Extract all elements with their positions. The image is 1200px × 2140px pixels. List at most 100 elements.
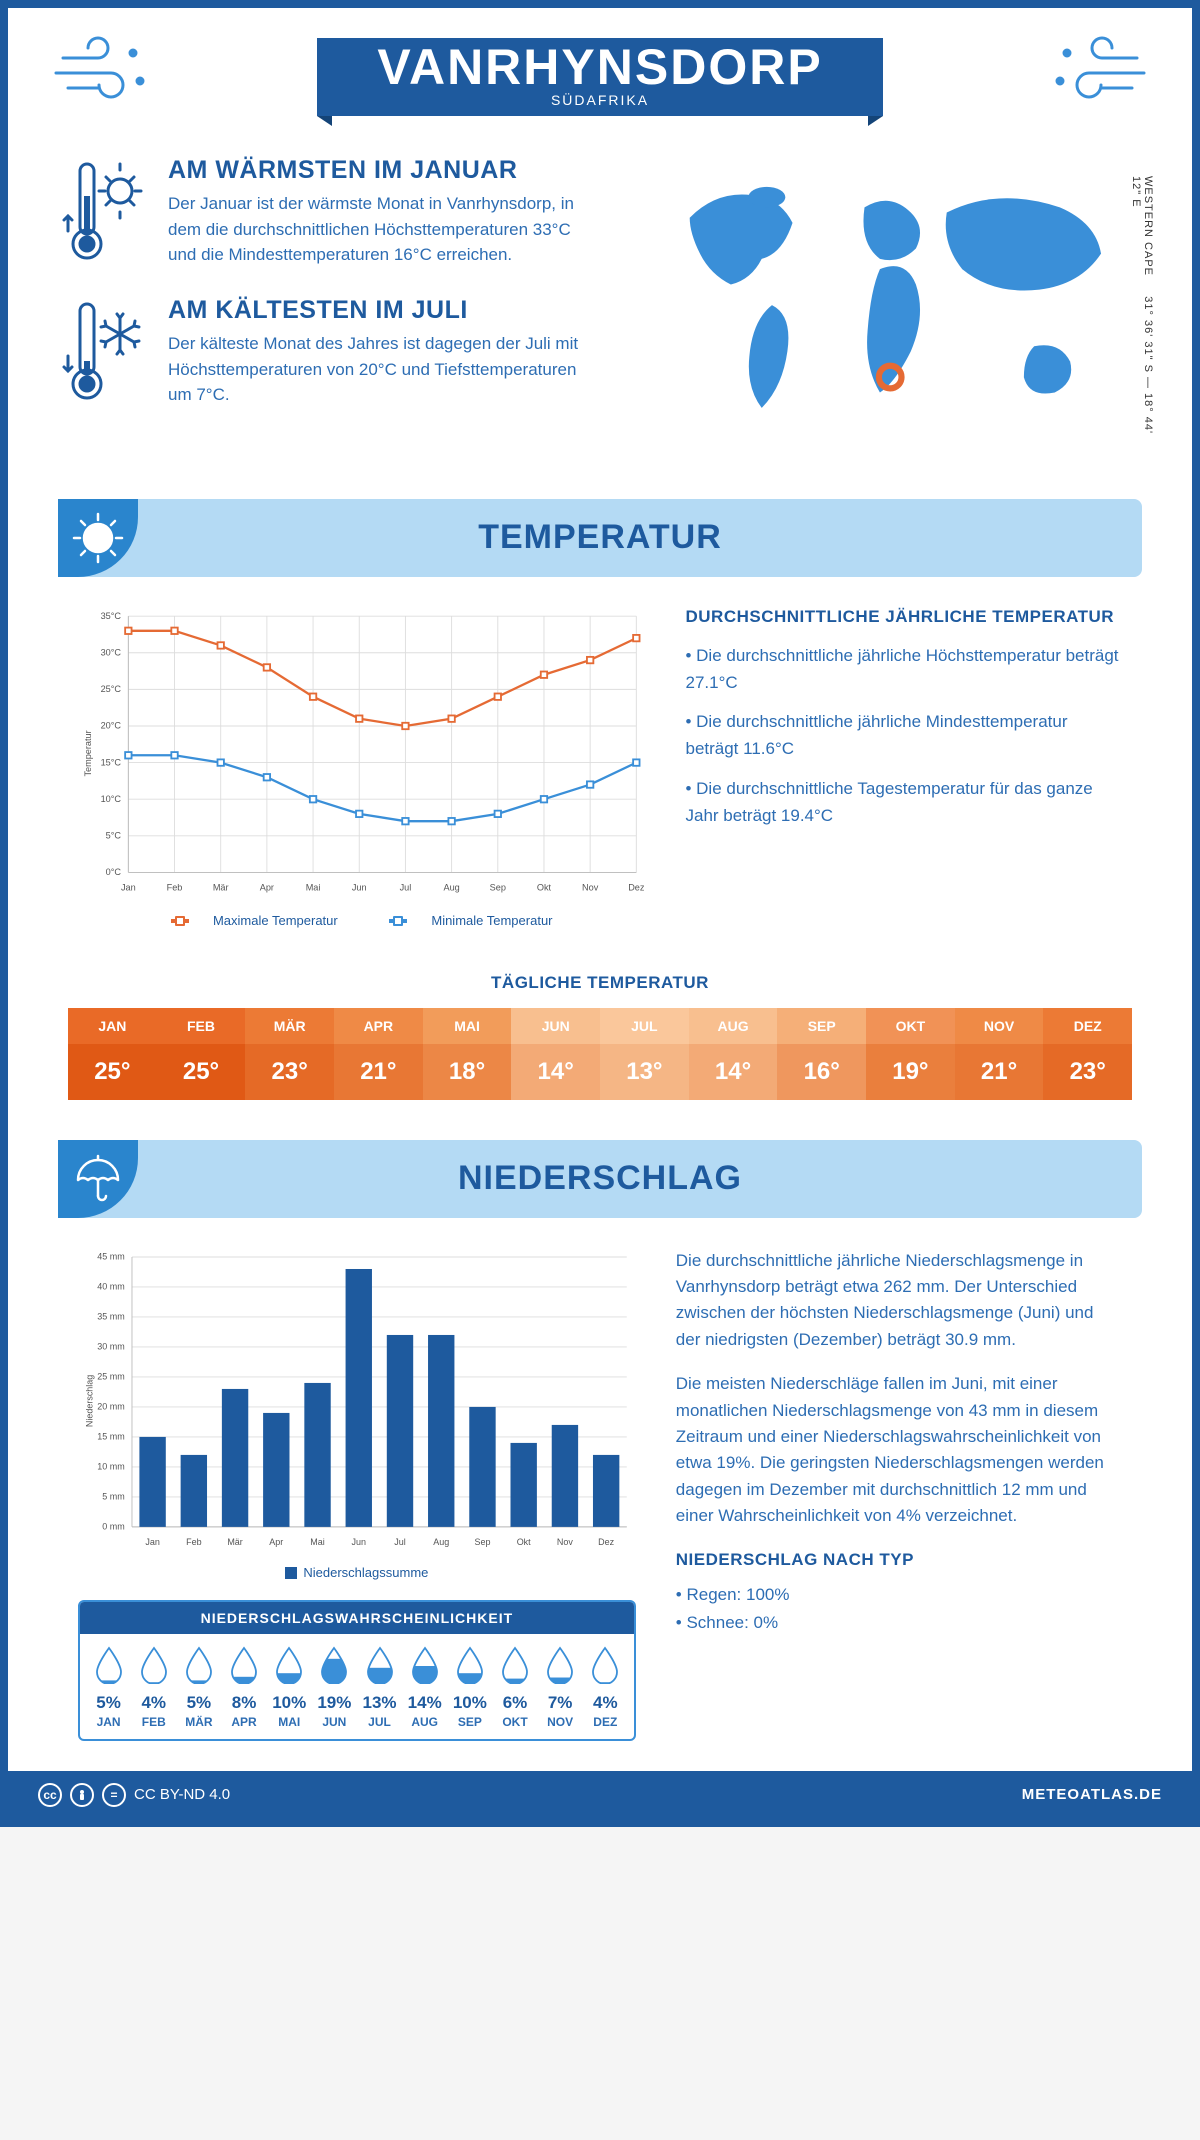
probability-cell: 5%JAN	[86, 1646, 131, 1729]
precip-type-1: • Regen: 100%	[676, 1582, 1122, 1608]
intro-stats: AM WÄRMSTEN IM JANUAR Der Januar ist der…	[58, 156, 598, 449]
nd-icon: =	[102, 1783, 126, 1807]
daily-cell: SEP16°	[777, 1008, 866, 1100]
svg-text:25 mm: 25 mm	[97, 1371, 124, 1381]
svg-text:15°C: 15°C	[101, 757, 122, 767]
warmest-text: Der Januar ist der wärmste Monat in Vanr…	[168, 191, 598, 268]
svg-text:10 mm: 10 mm	[97, 1461, 124, 1471]
temperature-section-bar: TEMPERATUR	[58, 499, 1142, 577]
sun-icon	[58, 499, 138, 577]
svg-text:0 mm: 0 mm	[102, 1521, 124, 1531]
warmest-title: AM WÄRMSTEN IM JANUAR	[168, 156, 598, 185]
precip-section-bar: NIEDERSCHLAG	[58, 1140, 1142, 1218]
daily-temp-title: TÄGLICHE TEMPERATUR	[8, 973, 1192, 993]
daily-cell: OKT19°	[866, 1008, 955, 1100]
svg-text:Dez: Dez	[628, 883, 645, 893]
probability-cell: 6%OKT	[492, 1646, 537, 1729]
map-container: WESTERN CAPE 31° 36' 31" S — 18° 44' 12"…	[628, 156, 1142, 449]
daily-cell: NOV21°	[955, 1008, 1044, 1100]
precip-p2: Die meisten Niederschläge fallen im Juni…	[676, 1371, 1122, 1529]
svg-text:Jun: Jun	[352, 1537, 367, 1547]
svg-text:45 mm: 45 mm	[97, 1251, 124, 1261]
precip-summary: Die durchschnittliche jährliche Niedersc…	[676, 1248, 1122, 1741]
temperature-line-chart: 0°C 5°C 10°C 15°C 20°C 25°C 30°C 35°C Jan Feb Mär A…	[78, 607, 645, 928]
precip-heading: NIEDERSCHLAG	[58, 1159, 1142, 1198]
svg-text:Jun: Jun	[352, 883, 367, 893]
temp-bullet-3: • Die durchschnittliche Tagestemperatur …	[685, 775, 1122, 829]
svg-text:Apr: Apr	[269, 1537, 283, 1547]
probability-box: NIEDERSCHLAGSWAHRSCHEINLICHKEIT 5%JAN4%F…	[78, 1600, 636, 1741]
thermometer-hot-icon	[58, 156, 148, 271]
precip-type-title: NIEDERSCHLAG NACH TYP	[676, 1547, 1122, 1573]
daily-cell: AUG14°	[689, 1008, 778, 1100]
svg-text:Jan: Jan	[145, 1537, 160, 1547]
probability-cell: 13%JUL	[357, 1646, 402, 1729]
svg-text:20°C: 20°C	[101, 721, 122, 731]
temp-bullet-2: • Die durchschnittliche jährliche Mindes…	[685, 708, 1122, 762]
city-name: VANRHYNSDORP	[377, 38, 822, 96]
probability-cell: 5%MÄR	[176, 1646, 221, 1729]
svg-text:15 mm: 15 mm	[97, 1431, 124, 1441]
coords-region: WESTERN CAPE	[1142, 176, 1154, 276]
by-icon	[70, 1783, 94, 1807]
svg-text:Jul: Jul	[394, 1537, 406, 1547]
svg-text:10°C: 10°C	[101, 794, 122, 804]
svg-text:Mär: Mär	[213, 883, 229, 893]
coldest-stat: AM KÄLTESTEN IM JULI Der kälteste Monat …	[58, 296, 598, 411]
wind-icon-left	[48, 33, 158, 108]
temperature-summary: DURCHSCHNITTLICHE JÄHRLICHE TEMPERATUR •…	[685, 607, 1122, 928]
svg-text:Feb: Feb	[186, 1537, 201, 1547]
probability-cell: 19%JUN	[312, 1646, 357, 1729]
svg-text:Sep: Sep	[474, 1537, 490, 1547]
probability-cell: 4%DEZ	[583, 1646, 628, 1729]
daily-cell: MÄR23°	[245, 1008, 334, 1100]
svg-text:Okt: Okt	[517, 1537, 531, 1547]
precip-legend: Niederschlagssumme	[78, 1565, 636, 1580]
daily-cell: DEZ23°	[1043, 1008, 1132, 1100]
title-banner: VANRHYNSDORP SÜDAFRIKA	[317, 38, 882, 116]
svg-text:Sep: Sep	[490, 883, 506, 893]
daily-cell: JAN25°	[68, 1008, 157, 1100]
daily-cell: MAI18°	[423, 1008, 512, 1100]
svg-text:Feb: Feb	[167, 883, 183, 893]
probability-cell: 8%APR	[221, 1646, 266, 1729]
svg-text:35°C: 35°C	[101, 611, 122, 621]
brand: METEOATLAS.DE	[1022, 1786, 1162, 1803]
svg-text:5°C: 5°C	[106, 830, 122, 840]
svg-text:Jul: Jul	[400, 883, 412, 893]
page: VANRHYNSDORP SÜDAFRIKA AM WÄRMSTEN IM JA…	[0, 0, 1200, 1827]
coldest-text: Der kälteste Monat des Jahres ist dagege…	[168, 331, 598, 408]
coords-lat: 31° 36' 31" S	[1142, 296, 1154, 373]
precip-left-column: 0 mm5 mm10 mm15 mm20 mm25 mm30 mm35 mm40…	[78, 1248, 636, 1741]
svg-text:0°C: 0°C	[106, 867, 122, 877]
svg-text:Dez: Dez	[598, 1537, 614, 1547]
svg-text:Jan: Jan	[121, 883, 136, 893]
world-map	[628, 156, 1142, 444]
license-text: CC BY-ND 4.0	[134, 1786, 230, 1803]
cc-icon: cc	[38, 1783, 62, 1807]
svg-text:Temperatur: Temperatur	[83, 730, 93, 776]
probability-cell: 10%MAI	[267, 1646, 312, 1729]
umbrella-icon	[58, 1140, 138, 1218]
svg-text:5 mm: 5 mm	[102, 1491, 124, 1501]
probability-cell: 4%FEB	[131, 1646, 176, 1729]
intro-section: AM WÄRMSTEN IM JANUAR Der Januar ist der…	[8, 136, 1192, 479]
svg-text:30°C: 30°C	[101, 647, 122, 657]
probability-row: 5%JAN4%FEB5%MÄR8%APR10%MAI19%JUN13%JUL14…	[80, 1634, 634, 1739]
thermometer-cold-icon	[58, 296, 148, 411]
svg-text:Aug: Aug	[443, 883, 459, 893]
coldest-title: AM KÄLTESTEN IM JULI	[168, 296, 598, 325]
probability-cell: 10%SEP	[447, 1646, 492, 1729]
svg-text:Mai: Mai	[306, 883, 321, 893]
svg-text:25°C: 25°C	[101, 684, 122, 694]
temp-bullet-1: • Die durchschnittliche jährliche Höchst…	[685, 642, 1122, 696]
probability-cell: 14%AUG	[402, 1646, 447, 1729]
svg-text:Niederschlag: Niederschlag	[84, 1375, 94, 1427]
svg-text:Nov: Nov	[582, 883, 599, 893]
precip-bar-chart: 0 mm5 mm10 mm15 mm20 mm25 mm30 mm35 mm40…	[78, 1248, 636, 1554]
precip-p1: Die durchschnittliche jährliche Niedersc…	[676, 1248, 1122, 1353]
svg-text:Aug: Aug	[433, 1537, 449, 1547]
temchart-legend: Maximale Temperatur Minimale Temperatur	[78, 913, 645, 928]
temperature-heading: TEMPERATUR	[58, 518, 1142, 557]
svg-text:20 mm: 20 mm	[97, 1401, 124, 1411]
